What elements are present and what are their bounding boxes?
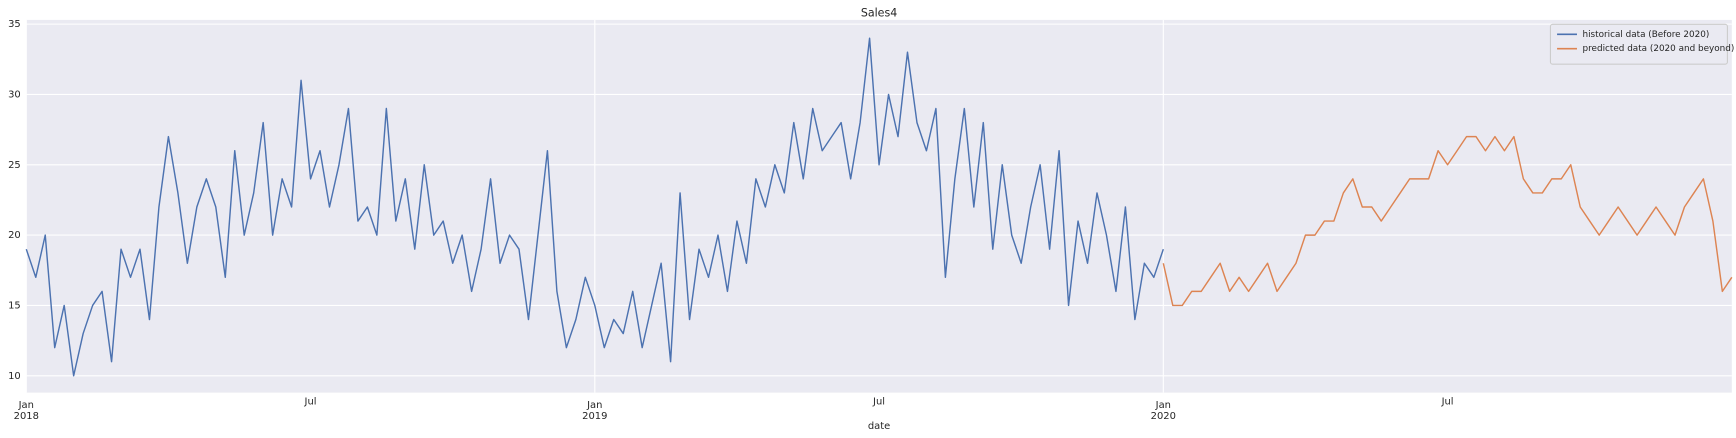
y-tick-label: 30	[8, 89, 21, 100]
y-tick-label: 15	[8, 300, 21, 311]
x-tick-year: 2019	[582, 411, 607, 422]
legend-box	[1549, 23, 1728, 65]
x-tick-label: Jul	[872, 397, 885, 408]
legend-label: predicted data (2020 and beyond)	[1583, 44, 1735, 54]
x-axis-label: date	[868, 421, 890, 432]
line-series	[25, 37, 1164, 377]
x-tick-year: 2020	[1151, 411, 1176, 422]
chart-title: Sales4	[861, 6, 897, 19]
x-tick-label: Jan	[1155, 400, 1171, 411]
x-tick-label: Jan	[18, 400, 34, 411]
plot-background	[26, 19, 1732, 393]
legend: historical data (Before 2020) predicted d…	[1549, 23, 1735, 65]
legend-label: historical data (Before 2020)	[1583, 30, 1710, 40]
y-tick-label: 10	[8, 371, 21, 382]
y-tick-label: 35	[8, 19, 21, 30]
y-tick-label: 20	[8, 230, 21, 241]
line-series	[1162, 135, 1733, 307]
y-tick-label: 25	[8, 160, 21, 171]
x-tick-label: Jan	[586, 400, 602, 411]
x-tick-year: 2018	[14, 411, 39, 422]
x-tick-label: Jul	[304, 397, 317, 408]
x-tick-label: Jul	[1441, 397, 1454, 408]
